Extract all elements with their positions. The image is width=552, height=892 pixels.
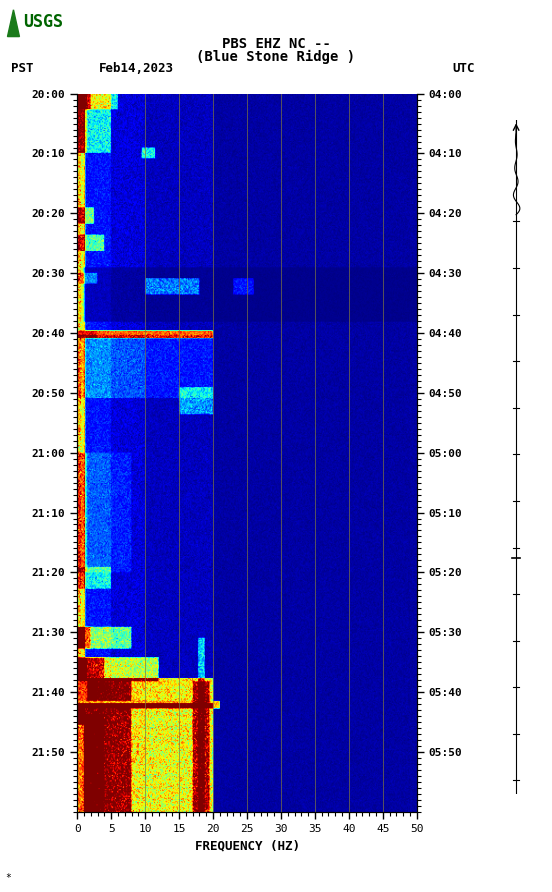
Text: PBS EHZ NC --: PBS EHZ NC -- [221, 37, 331, 52]
Text: *: * [6, 873, 12, 883]
X-axis label: FREQUENCY (HZ): FREQUENCY (HZ) [194, 839, 300, 852]
Text: PST: PST [11, 62, 34, 76]
Text: USGS: USGS [23, 13, 63, 31]
Text: (Blue Stone Ridge ): (Blue Stone Ridge ) [197, 50, 355, 64]
Polygon shape [8, 10, 19, 37]
Text: UTC: UTC [453, 62, 475, 76]
Text: Feb14,2023: Feb14,2023 [99, 62, 174, 76]
